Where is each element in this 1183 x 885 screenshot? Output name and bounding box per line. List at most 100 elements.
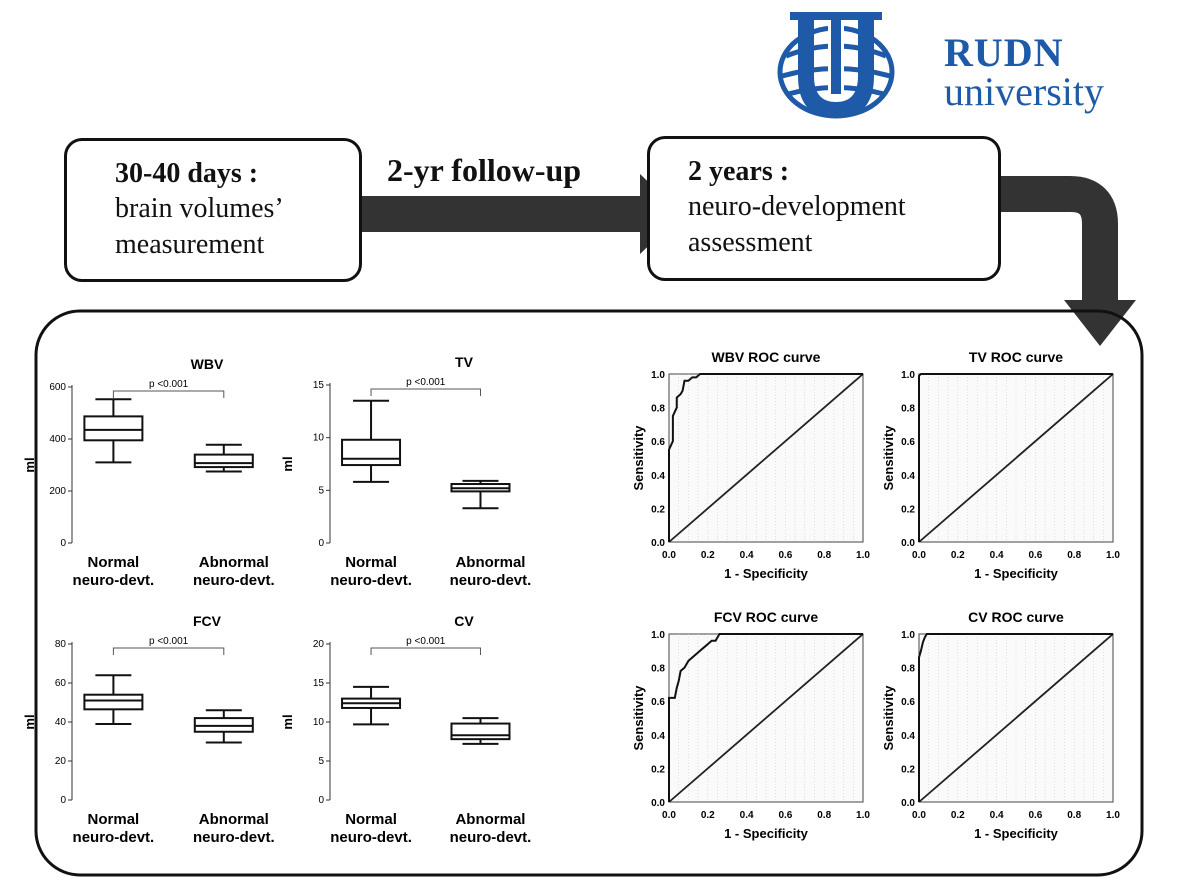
iqr-box	[83, 415, 144, 442]
y-tick-label: 0	[60, 538, 66, 549]
step-followup-box: 2 years : neuro-development assessment	[647, 136, 1001, 281]
chart-title: TV ROC curve	[969, 349, 1063, 365]
y-tick-label: 0.8	[651, 664, 665, 675]
rudn-logo-emblem	[777, 12, 895, 119]
y-tick-label: 1.0	[901, 630, 915, 641]
category-label: neuro-devt.	[330, 829, 412, 846]
y-tick-label: 0.6	[651, 697, 665, 708]
y-tick-label: 0	[318, 538, 324, 549]
x-axis-label: 1 - Specificity	[724, 566, 809, 581]
p-value-label: p <0.001	[149, 636, 189, 647]
y-axis-label: ml	[22, 714, 37, 729]
y-tick-label: 0.4	[901, 731, 915, 742]
y-tick-label: 5	[318, 756, 324, 767]
y-tick-label: 0.4	[651, 731, 665, 742]
y-tick-label: 0	[318, 795, 324, 806]
y-tick-label: 0.6	[901, 437, 915, 448]
y-axis-label: ml	[280, 456, 295, 471]
y-tick-label: 0.4	[651, 471, 665, 482]
category-label: Abnormal	[199, 811, 269, 828]
x-tick-label: 0.0	[912, 810, 926, 821]
x-tick-label: 0.0	[912, 550, 926, 561]
y-tick-label: 200	[49, 486, 66, 497]
logo-u-bar	[790, 12, 882, 20]
y-tick-label: 10	[313, 433, 325, 444]
y-tick-label: 15	[313, 678, 325, 689]
x-tick-label: 0.4	[990, 550, 1004, 561]
y-axis-label: Sensitivity	[881, 685, 896, 751]
logo-wordmark: RUDN university	[944, 33, 1104, 112]
y-tick-label: 0.2	[651, 764, 665, 775]
chart-title: FCV ROC curve	[714, 609, 818, 625]
roc-curve	[918, 633, 1113, 802]
roc-wbv: WBV ROC curve 0.0 0.2 0.4 0.6 0.8 1.0 0.0 0.2 0.4…	[631, 349, 870, 581]
category-label: Normal	[345, 554, 397, 571]
roc-curve	[668, 373, 863, 542]
iqr-box	[450, 722, 511, 741]
iqr-box	[83, 693, 144, 711]
category-label: neuro-devt.	[450, 572, 532, 589]
x-tick-label: 0.0	[662, 550, 676, 561]
category-label: neuro-devt.	[193, 572, 275, 589]
x-tick-label: 0.4	[990, 810, 1004, 821]
step-followup-line1: neuro-development	[688, 191, 906, 222]
box-abnormal	[450, 717, 511, 745]
x-tick-label: 0.6	[778, 810, 792, 821]
y-tick-label: 20	[55, 756, 67, 767]
significance-bracket	[112, 647, 225, 655]
y-tick-label: 5	[318, 485, 324, 496]
x-tick-label: 0.6	[1028, 810, 1042, 821]
x-tick-label: 1.0	[856, 550, 870, 561]
x-tick-label: 1.0	[856, 810, 870, 821]
step-baseline-title: 30-40 days :	[115, 158, 259, 189]
y-tick-label: 400	[49, 434, 66, 445]
y-tick-label: 0.0	[901, 538, 915, 549]
y-tick-label: 0.2	[901, 764, 915, 775]
chart-title: FCV	[193, 613, 222, 629]
x-tick-label: 0.4	[740, 810, 754, 821]
category-label: neuro-devt.	[193, 829, 275, 846]
iqr-box	[341, 438, 402, 467]
category-label: neuro-devt.	[73, 829, 155, 846]
y-axis-label: Sensitivity	[631, 685, 646, 751]
roc-curve	[918, 373, 1113, 542]
chart-title: WBV	[191, 356, 224, 372]
chart-title: WBV ROC curve	[712, 349, 821, 365]
step-followup-line2: assessment	[688, 227, 813, 258]
p-value-label: p <0.001	[406, 377, 446, 388]
logo-u-shape	[798, 14, 874, 118]
x-tick-label: 0.2	[951, 550, 965, 561]
roc-fcv: FCV ROC curve 0.0 0.2 0.4 0.6 0.8 1.0 0.0 0.2 0.4…	[631, 609, 870, 841]
step-baseline-box: 30-40 days : brain volumes’ measurement	[64, 138, 362, 282]
x-tick-label: 1.0	[1106, 810, 1120, 821]
y-tick-label: 1.0	[901, 370, 915, 381]
y-tick-label: 0.6	[651, 437, 665, 448]
box-normal	[83, 398, 144, 464]
step-baseline-line1: brain volumes’	[115, 193, 284, 224]
category-label: Abnormal	[455, 811, 525, 828]
y-tick-label: 60	[55, 678, 67, 689]
y-tick-label: 0.4	[901, 471, 915, 482]
box-abnormal	[193, 443, 254, 473]
x-tick-label: 0.6	[1028, 550, 1042, 561]
category-label: Abnormal	[199, 554, 269, 571]
x-axis-label: 1 - Specificity	[974, 826, 1059, 841]
x-tick-label: 0.2	[701, 810, 715, 821]
category-label: neuro-devt.	[73, 572, 155, 589]
y-tick-label: 40	[55, 717, 67, 728]
y-tick-label: 0.8	[901, 404, 915, 415]
p-value-label: p <0.001	[149, 379, 189, 390]
category-label: neuro-devt.	[450, 829, 532, 846]
y-tick-label: 0.2	[901, 504, 915, 515]
y-tick-label: 600	[49, 382, 66, 393]
results-panel	[34, 309, 1144, 877]
y-axis-label: Sensitivity	[631, 425, 646, 491]
y-tick-label: 10	[313, 717, 325, 728]
x-tick-label: 0.2	[701, 550, 715, 561]
y-tick-label: 15	[313, 380, 325, 391]
step-followup-title: 2 years :	[688, 156, 790, 187]
